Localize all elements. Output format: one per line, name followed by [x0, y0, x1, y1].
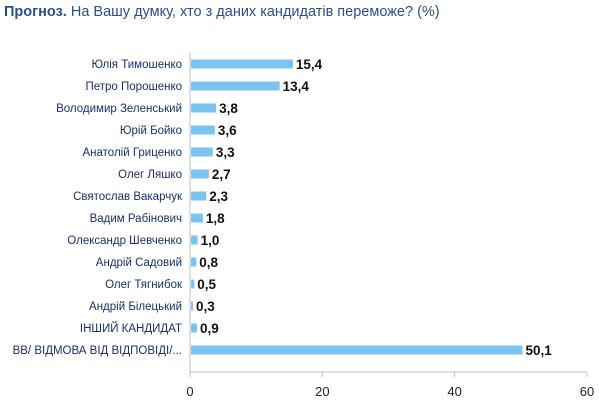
value-label: 3,6: [218, 123, 237, 138]
bar: [191, 169, 209, 179]
x-tick-label: 0: [186, 384, 193, 399]
chart-title-rest: На Вашу думку, хто з даних кандидатів пе…: [66, 4, 440, 20]
value-label: 50,1: [525, 343, 552, 358]
bar: [191, 301, 193, 311]
value-label: 1,0: [201, 233, 220, 248]
category-labels: Юлія Тимошенко Петро Порошенко Володимир З…: [13, 59, 183, 357]
bar: [191, 323, 197, 333]
category-label: Олег Ляшко: [118, 169, 182, 181]
bar: [191, 279, 195, 289]
bar: [191, 147, 213, 157]
bar: [191, 59, 293, 69]
value-label: 2,7: [212, 167, 231, 182]
bar: [191, 345, 523, 355]
value-label: 0,3: [196, 299, 215, 314]
category-label: Вадим Рабінович: [90, 213, 182, 225]
value-label: 15,4: [296, 57, 323, 72]
category-label: Олександр Шевченко: [67, 235, 182, 247]
bar: [191, 125, 215, 135]
x-tick-label: 60: [580, 384, 594, 399]
value-label: 3,8: [219, 101, 238, 116]
bar: [191, 81, 280, 91]
chart-title: Прогноз. На Вашу думку, хто з даних канд…: [4, 4, 440, 20]
chart-title-bold: Прогноз.: [4, 4, 67, 20]
bars-group: [191, 59, 523, 355]
bar: [191, 235, 198, 245]
category-label: Олег Тягнибок: [105, 279, 183, 291]
category-label: Андрій Білецький: [89, 301, 182, 313]
bar: [191, 103, 217, 113]
bar: [191, 257, 197, 267]
x-axis: 0 20 40 60: [186, 52, 594, 399]
category-label: Анатолій Гриценко: [83, 147, 183, 159]
value-label: 0,5: [197, 277, 216, 292]
category-label: ВВ/ ВІДМОВА ВІД ВІДПОВІДІ/...: [13, 345, 182, 357]
value-labels: 15,4 13,4 3,8 3,6 3,3 2,7 2,3 1,8 1,0 0,8 0,5 0,3 0,…: [196, 57, 552, 358]
category-label: Юрій Бойко: [120, 125, 182, 137]
bar: [191, 191, 207, 201]
value-label: 0,9: [200, 321, 219, 336]
bar: [191, 213, 203, 223]
value-label: 13,4: [283, 79, 310, 94]
category-label: ІНШИЙ КАНДИДАТ: [80, 322, 182, 335]
value-label: 2,3: [209, 189, 228, 204]
x-tick-label: 20: [315, 384, 329, 399]
x-tick-label: 40: [447, 384, 461, 399]
value-label: 1,8: [206, 211, 225, 226]
category-label: Юлія Тимошенко: [91, 59, 182, 71]
category-label: Святослав Вакарчук: [73, 191, 183, 203]
category-label: Петро Порошенко: [85, 81, 182, 93]
value-label: 0,8: [199, 255, 218, 270]
category-label: Володимир Зеленський: [56, 103, 182, 115]
value-label: 3,3: [216, 145, 235, 160]
category-label: Андрій Садовий: [96, 257, 182, 269]
